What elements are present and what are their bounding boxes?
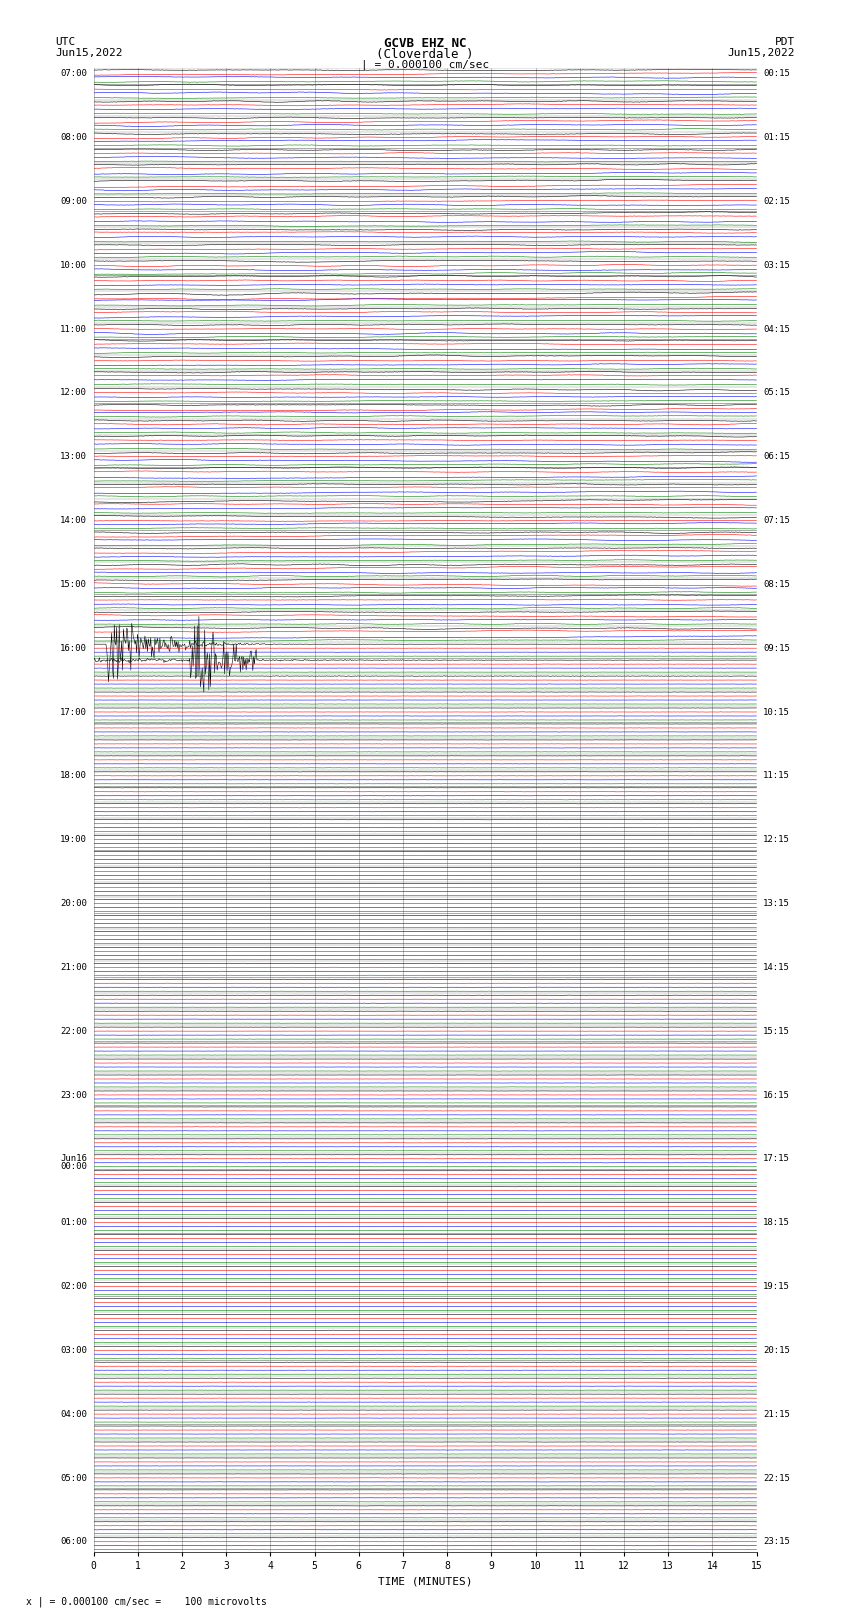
Text: 03:00: 03:00 (60, 1345, 87, 1355)
Text: 00:00: 00:00 (60, 1163, 87, 1171)
Text: 04:00: 04:00 (60, 1410, 87, 1419)
Text: 13:15: 13:15 (763, 898, 790, 908)
Text: 16:00: 16:00 (60, 644, 87, 653)
Text: | = 0.000100 cm/sec: | = 0.000100 cm/sec (361, 60, 489, 71)
Text: 19:15: 19:15 (763, 1282, 790, 1290)
Text: 06:15: 06:15 (763, 452, 790, 461)
Text: 18:00: 18:00 (60, 771, 87, 781)
Text: 07:00: 07:00 (60, 69, 87, 79)
Text: UTC: UTC (55, 37, 76, 47)
Text: Jun15,2022: Jun15,2022 (55, 48, 122, 58)
Text: 02:15: 02:15 (763, 197, 790, 206)
Text: 03:15: 03:15 (763, 261, 790, 269)
Text: x | = 0.000100 cm/sec =    100 microvolts: x | = 0.000100 cm/sec = 100 microvolts (26, 1595, 266, 1607)
Text: 08:00: 08:00 (60, 134, 87, 142)
Text: 23:00: 23:00 (60, 1090, 87, 1100)
Text: 01:00: 01:00 (60, 1218, 87, 1227)
Text: 15:00: 15:00 (60, 581, 87, 589)
Text: 09:15: 09:15 (763, 644, 790, 653)
Text: 05:00: 05:00 (60, 1474, 87, 1482)
X-axis label: TIME (MINUTES): TIME (MINUTES) (377, 1576, 473, 1586)
Text: 11:15: 11:15 (763, 771, 790, 781)
Text: 09:00: 09:00 (60, 197, 87, 206)
Text: 04:15: 04:15 (763, 324, 790, 334)
Text: 21:15: 21:15 (763, 1410, 790, 1419)
Text: 08:15: 08:15 (763, 581, 790, 589)
Text: 14:15: 14:15 (763, 963, 790, 973)
Text: 14:00: 14:00 (60, 516, 87, 526)
Text: 21:00: 21:00 (60, 963, 87, 973)
Text: PDT: PDT (774, 37, 795, 47)
Text: 05:15: 05:15 (763, 389, 790, 397)
Text: 06:00: 06:00 (60, 1537, 87, 1547)
Text: 19:00: 19:00 (60, 836, 87, 844)
Text: 17:15: 17:15 (763, 1155, 790, 1163)
Text: 11:00: 11:00 (60, 324, 87, 334)
Text: 10:15: 10:15 (763, 708, 790, 716)
Text: 23:15: 23:15 (763, 1537, 790, 1547)
Text: 15:15: 15:15 (763, 1027, 790, 1036)
Text: 13:00: 13:00 (60, 452, 87, 461)
Text: 17:00: 17:00 (60, 708, 87, 716)
Text: Jun16: Jun16 (60, 1155, 87, 1163)
Text: 12:15: 12:15 (763, 836, 790, 844)
Text: 16:15: 16:15 (763, 1090, 790, 1100)
Text: GCVB EHZ NC: GCVB EHZ NC (383, 37, 467, 50)
Text: 22:00: 22:00 (60, 1027, 87, 1036)
Text: 02:00: 02:00 (60, 1282, 87, 1290)
Text: 10:00: 10:00 (60, 261, 87, 269)
Text: 01:15: 01:15 (763, 134, 790, 142)
Text: 22:15: 22:15 (763, 1474, 790, 1482)
Text: 07:15: 07:15 (763, 516, 790, 526)
Text: 20:15: 20:15 (763, 1345, 790, 1355)
Text: 00:15: 00:15 (763, 69, 790, 79)
Text: Jun15,2022: Jun15,2022 (728, 48, 795, 58)
Text: 20:00: 20:00 (60, 898, 87, 908)
Text: 12:00: 12:00 (60, 389, 87, 397)
Text: (Cloverdale ): (Cloverdale ) (377, 48, 473, 61)
Text: 18:15: 18:15 (763, 1218, 790, 1227)
